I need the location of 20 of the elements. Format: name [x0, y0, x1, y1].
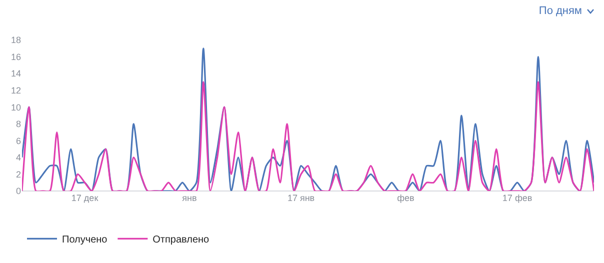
y-tick-label: 4 [16, 152, 21, 163]
y-tick-label: 12 [10, 85, 21, 96]
x-tick-label: янв [182, 193, 197, 203]
text: По дням [538, 5, 582, 17]
x-tick-label: 17 фев [502, 193, 532, 203]
legend-label: Отправлено [152, 234, 210, 246]
y-tick-label: 2 [16, 169, 21, 180]
y-tick-label: 0 [16, 186, 21, 196]
y-tick-label: 10 [10, 102, 21, 112]
legend-label: Получено [62, 234, 108, 246]
line-series [22, 81, 594, 191]
y-tick-label: 8 [16, 119, 21, 130]
y-tick-label: 16 [10, 52, 21, 62]
y-tick-label: 18 [10, 35, 21, 46]
y-tick-label: 14 [10, 68, 21, 79]
x-tick-label: фев [397, 193, 414, 203]
line-series [22, 48, 594, 191]
y-tick-label: 6 [16, 136, 21, 146]
x-tick-label: 17 дек [71, 193, 98, 203]
x-tick-label: 17 янв [287, 193, 315, 203]
